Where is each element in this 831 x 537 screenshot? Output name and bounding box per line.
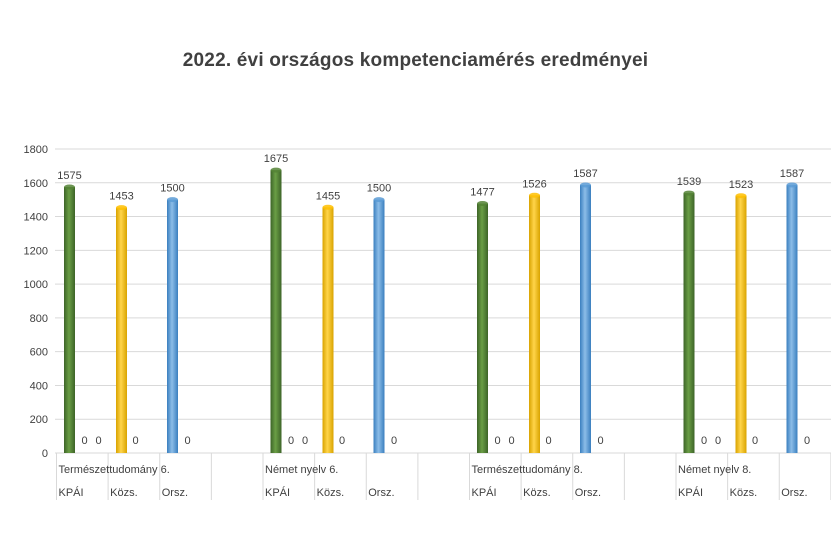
y-tick-label: 400 <box>30 380 48 392</box>
y-tick-label: 1800 <box>24 144 48 156</box>
data-label: 1523 <box>729 179 753 191</box>
chart-title: 2022. évi országos kompetenciamérés ered… <box>182 50 649 71</box>
data-label: 1539 <box>677 176 701 188</box>
bar-green <box>64 187 75 453</box>
data-label: 0 <box>132 435 138 447</box>
category-sublabel: Közs. <box>110 487 138 499</box>
y-tick-label: 0 <box>42 448 48 460</box>
data-label: 0 <box>95 435 101 447</box>
data-label: 1575 <box>57 170 81 182</box>
bar-cap <box>167 197 178 203</box>
bar-yellow <box>116 207 127 453</box>
bar-green <box>477 203 488 453</box>
data-label: 1477 <box>470 187 494 199</box>
category-sublabel: KPÁI <box>472 486 497 499</box>
bar-cap <box>529 192 540 198</box>
data-label: 0 <box>508 435 514 447</box>
bar-cap <box>580 182 591 188</box>
bar-blue <box>373 199 385 453</box>
category-label: Természettudomány 6. <box>59 464 170 476</box>
bar-cap <box>373 197 385 203</box>
data-label: 1675 <box>264 153 288 165</box>
bar-green <box>270 170 282 453</box>
y-tick-label: 1400 <box>24 212 48 224</box>
bar-blue <box>786 184 798 453</box>
category-sublabel: KPÁI <box>265 486 290 499</box>
bar-yellow <box>529 195 540 453</box>
data-label: 0 <box>494 435 500 447</box>
category-label: Német nyelv 8. <box>678 464 751 476</box>
data-label: 0 <box>715 435 721 447</box>
data-label: 1453 <box>109 191 133 203</box>
bar-cap <box>270 167 282 173</box>
bar-cap <box>64 184 75 190</box>
category-sublabel: Közs. <box>523 487 551 499</box>
data-label: 0 <box>81 435 87 447</box>
y-tick-label: 800 <box>30 313 48 325</box>
y-tick-label: 200 <box>30 414 48 426</box>
data-label: 0 <box>752 435 758 447</box>
bar-cap <box>683 190 695 196</box>
bar-cap <box>477 201 488 207</box>
category-sublabel: KPÁI <box>59 486 84 499</box>
bar-yellow <box>322 207 334 453</box>
data-label: 0 <box>597 435 603 447</box>
data-label: 1500 <box>367 183 391 195</box>
bar-cap <box>322 204 334 210</box>
data-label: 0 <box>545 435 551 447</box>
category-label: Természettudomány 8. <box>472 464 583 476</box>
data-label: 0 <box>804 435 810 447</box>
category-sublabel: Orsz. <box>162 487 188 499</box>
category-sublabel: Orsz. <box>781 487 807 499</box>
bar-blue <box>167 199 178 453</box>
bar-cap <box>735 193 747 199</box>
bar-cap <box>786 182 798 188</box>
data-label: 1526 <box>522 178 546 190</box>
data-label: 0 <box>184 435 190 447</box>
category-sublabel: Orsz. <box>368 487 394 499</box>
y-tick-label: 1000 <box>24 279 48 291</box>
data-label: 0 <box>391 435 397 447</box>
bar-green <box>683 193 695 453</box>
category-sublabel: Közs. <box>317 487 345 499</box>
data-label: 0 <box>288 435 294 447</box>
y-tick-label: 1200 <box>24 245 48 257</box>
bar-cap <box>116 205 127 211</box>
data-label: 1587 <box>780 168 804 180</box>
bar-yellow <box>735 195 747 453</box>
bar-blue <box>580 184 591 453</box>
category-sublabel: Közs. <box>730 487 758 499</box>
data-label: 1500 <box>160 183 184 195</box>
y-tick-label: 1600 <box>24 178 48 190</box>
data-label: 0 <box>701 435 707 447</box>
category-sublabel: KPÁI <box>678 486 703 499</box>
data-label: 0 <box>302 435 308 447</box>
y-tick-label: 600 <box>30 347 48 359</box>
category-sublabel: Orsz. <box>575 487 601 499</box>
data-label: 1455 <box>316 190 340 202</box>
data-label: 0 <box>339 435 345 447</box>
category-label: Német nyelv 6. <box>265 464 338 476</box>
data-label: 1587 <box>573 168 597 180</box>
